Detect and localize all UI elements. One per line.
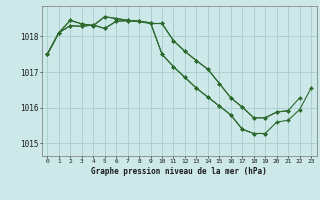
X-axis label: Graphe pression niveau de la mer (hPa): Graphe pression niveau de la mer (hPa) — [91, 167, 267, 176]
